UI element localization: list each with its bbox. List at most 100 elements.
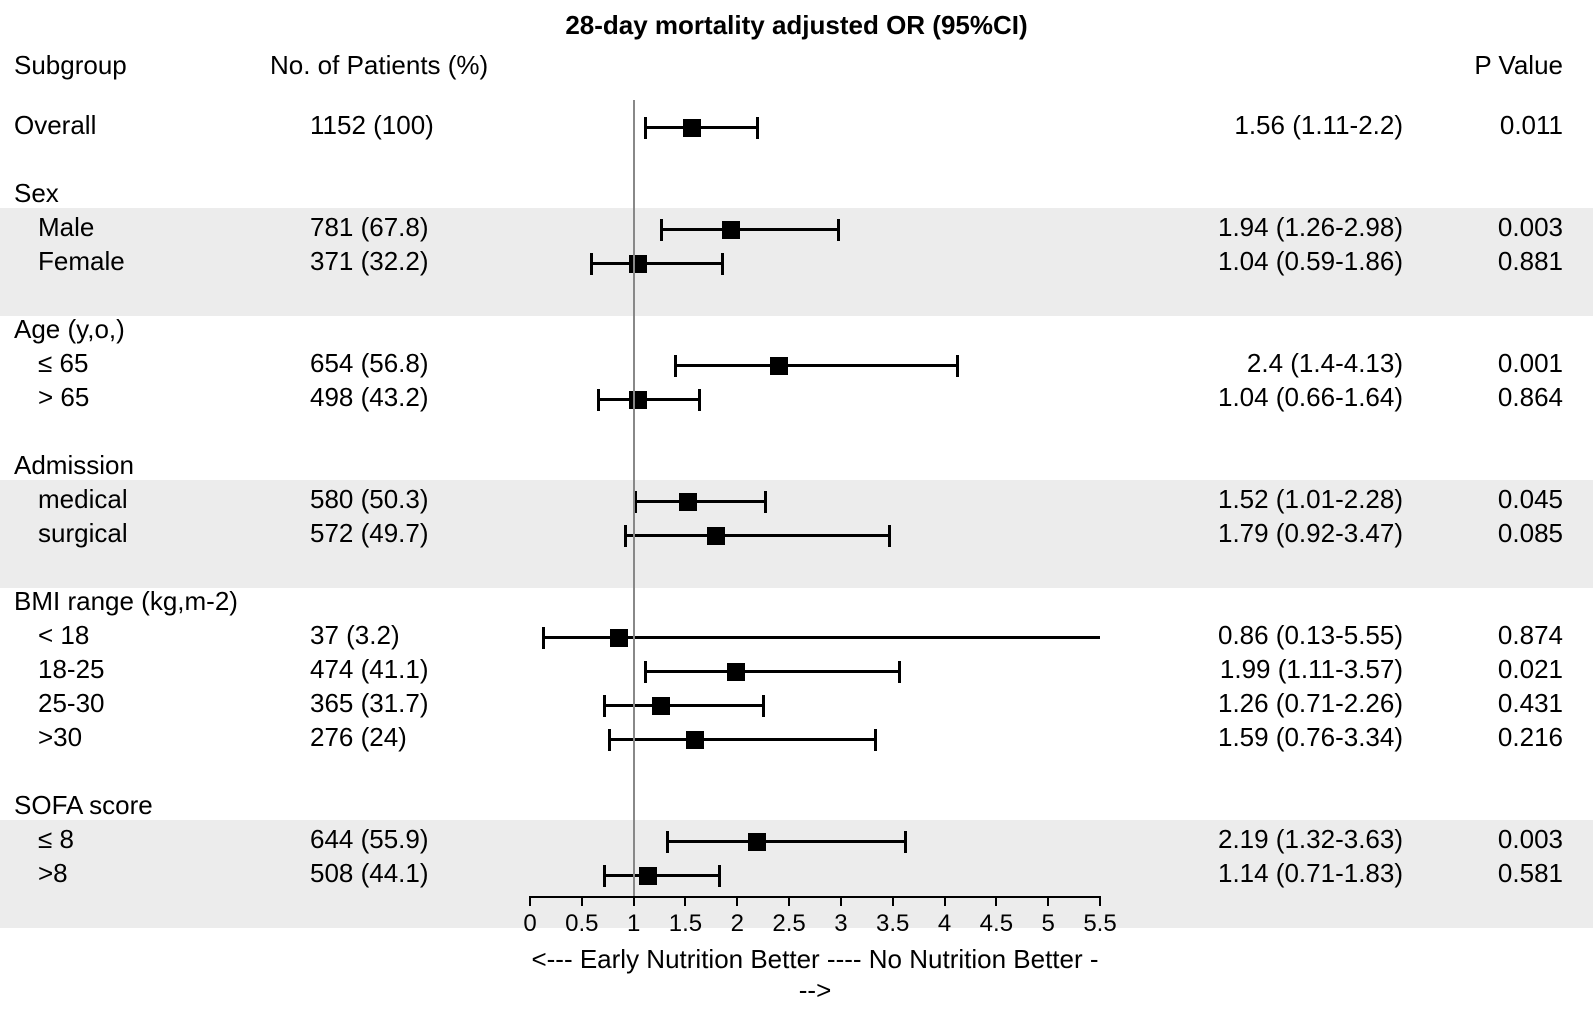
axis-tick [633, 896, 635, 906]
p-value: 0.003 [1498, 212, 1563, 243]
subgroup-label: medical [38, 484, 128, 515]
p-value: 0.011 [1500, 110, 1563, 141]
ci-bar [591, 262, 723, 265]
ci-cap-low [644, 661, 647, 683]
axis-tick-label: 5 [1041, 910, 1054, 938]
n-patients: 580 (50.3) [310, 484, 429, 515]
ci-bar [598, 398, 700, 401]
n-patients: 498 (43.2) [310, 382, 429, 413]
p-value: 0.085 [1498, 518, 1563, 549]
ci-cap-high [837, 219, 840, 241]
or-ci-text: 0.86 (0.13-5.55) [1218, 620, 1403, 651]
ci-cap-low [608, 729, 611, 751]
p-value: 0.581 [1498, 858, 1563, 889]
point-estimate [748, 833, 766, 851]
ci-cap-low [660, 219, 663, 241]
p-value: 0.003 [1498, 824, 1563, 855]
group-label: BMI range (kg,m-2) [14, 586, 238, 617]
ci-cap-low [624, 525, 627, 547]
ci-cap-low [644, 117, 647, 139]
ci-bar [635, 500, 767, 503]
ci-bar [609, 738, 876, 741]
ci-cap-low [590, 253, 593, 275]
ci-bar [667, 840, 906, 843]
or-ci-text: 1.26 (0.71-2.26) [1218, 688, 1403, 719]
n-patients: 654 (56.8) [310, 348, 429, 379]
ci-cap-low [542, 627, 545, 649]
n-patients: 276 (24) [310, 722, 407, 753]
point-estimate [652, 697, 670, 715]
ci-bar [661, 228, 839, 231]
p-value: 0.864 [1498, 382, 1563, 413]
ci-bar [543, 636, 1100, 639]
n-patients: 365 (31.7) [310, 688, 429, 719]
or-ci-text: 1.99 (1.11-3.57) [1220, 654, 1403, 685]
or-ci-text: 1.14 (0.71-1.83) [1218, 858, 1403, 889]
axis-tick-label: 2.5 [772, 910, 805, 938]
p-value: 0.001 [1498, 348, 1563, 379]
axis-tick-label: 4 [938, 910, 951, 938]
ci-bar [675, 364, 958, 367]
axis-tick [1099, 896, 1101, 906]
point-estimate [770, 357, 788, 375]
subgroup-label: ≤ 8 [38, 824, 74, 855]
subgroup-label: Male [38, 212, 94, 243]
ci-cap-high [718, 865, 721, 887]
or-ci-text: 1.52 (1.01-2.28) [1218, 484, 1403, 515]
subgroup-label: ≤ 65 [38, 348, 88, 379]
axis-tick-label: 1.5 [669, 910, 702, 938]
ci-bar [604, 704, 765, 707]
or-ci-text: 1.94 (1.26-2.98) [1218, 212, 1403, 243]
n-patients: 474 (41.1) [310, 654, 429, 685]
axis-tick-label: 4.5 [980, 910, 1013, 938]
col-header-pvalue: P Value [1474, 50, 1563, 81]
axis-tick [529, 896, 531, 906]
point-estimate [683, 119, 701, 137]
point-estimate [629, 391, 647, 409]
or-ci-text: 1.59 (0.76-3.34) [1218, 722, 1403, 753]
p-value: 0.021 [1498, 654, 1563, 685]
point-estimate [639, 867, 657, 885]
or-ci-text: 1.79 (0.92-3.47) [1218, 518, 1403, 549]
point-estimate [629, 255, 647, 273]
subgroup-label: < 18 [38, 620, 89, 651]
axis-tick [788, 896, 790, 906]
col-header-npat: No. of Patients (%) [270, 50, 488, 81]
axis-caption: <--- Early Nutrition Better ---- No Nutr… [530, 944, 1100, 1006]
col-header-subgroup: Subgroup [14, 50, 127, 81]
subgroup-label: >8 [38, 858, 68, 889]
ci-bar [625, 534, 889, 537]
axis-tick [840, 896, 842, 906]
ci-cap-low [674, 355, 677, 377]
p-value: 0.881 [1498, 246, 1563, 277]
group-label: SOFA score [14, 790, 153, 821]
axis-line [530, 896, 1100, 898]
ci-cap-high [698, 389, 701, 411]
axis-tick-label: 1 [627, 910, 640, 938]
n-patients: 508 (44.1) [310, 858, 429, 889]
ci-cap-low [597, 389, 600, 411]
subgroup-label: > 65 [38, 382, 89, 413]
point-estimate [610, 629, 628, 647]
group-label: Admission [14, 450, 134, 481]
plot-title: 28-day mortality adjusted OR (95%CI) [0, 10, 1593, 41]
ci-cap-high [721, 253, 724, 275]
n-patients: 572 (49.7) [310, 518, 429, 549]
point-estimate [679, 493, 697, 511]
ci-cap-low [603, 865, 606, 887]
axis-tick-label: 0.5 [565, 910, 598, 938]
ci-cap-low [603, 695, 606, 717]
ci-cap-high [888, 525, 891, 547]
ci-cap-high [756, 117, 759, 139]
subgroup-label: 18-25 [38, 654, 105, 685]
ci-cap-high [762, 695, 765, 717]
p-value: 0.874 [1498, 620, 1563, 651]
ci-bar [645, 670, 900, 673]
n-patients: 644 (55.9) [310, 824, 429, 855]
forest-plot-figure: 28-day mortality adjusted OR (95%CI) Sub… [0, 0, 1593, 1034]
ci-cap-low [666, 831, 669, 853]
ci-bar [604, 874, 720, 877]
axis-tick [892, 896, 894, 906]
ci-cap-high [874, 729, 877, 751]
axis-tick-label: 3.5 [876, 910, 909, 938]
